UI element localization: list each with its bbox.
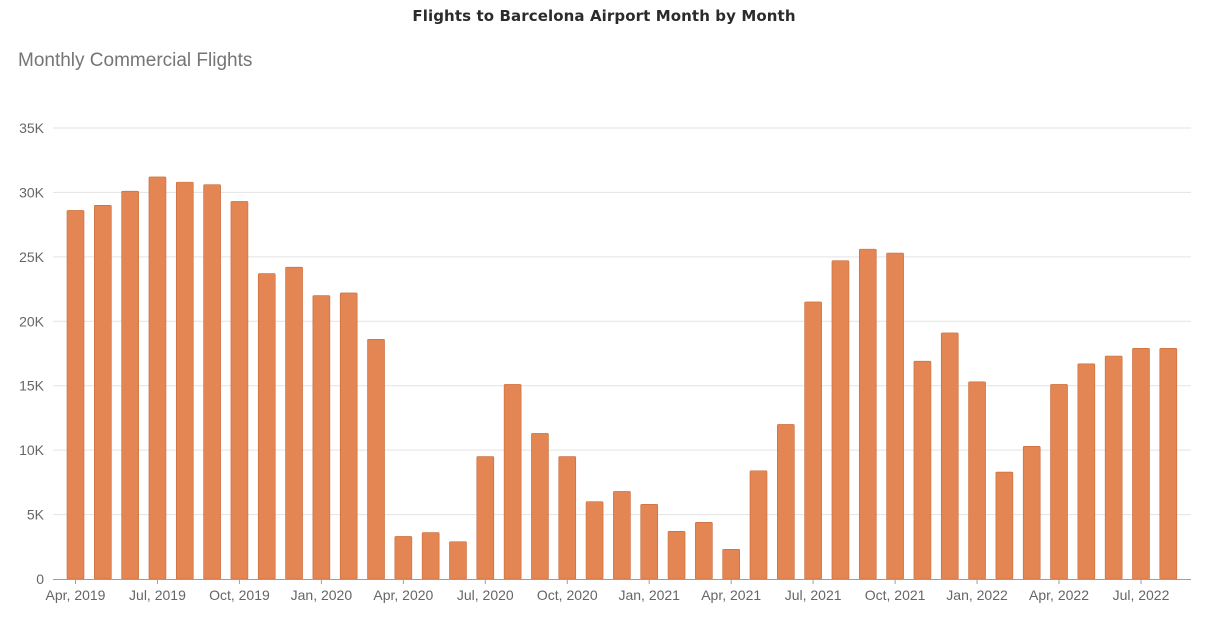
x-tick-label: Apr, 2021	[701, 587, 761, 603]
bar	[777, 424, 795, 580]
bar	[749, 470, 768, 580]
bar	[858, 248, 877, 580]
y-tick-label: 25K	[19, 249, 45, 265]
y-tick-label: 20K	[19, 313, 45, 329]
gridlines	[53, 127, 1191, 516]
x-tick-label: Oct, 2020	[537, 587, 598, 603]
bar	[1104, 355, 1123, 580]
y-tick-label: 0	[36, 571, 44, 587]
page-title: Flights to Barcelona Airport Month by Mo…	[412, 7, 796, 25]
bar	[531, 433, 549, 580]
x-tick-label: Oct, 2021	[865, 587, 926, 603]
bar	[1077, 363, 1096, 580]
bar	[1022, 445, 1041, 580]
bar	[449, 541, 467, 580]
x-tick-label: Jul, 2020	[457, 587, 514, 603]
y-tick-label: 35K	[19, 120, 45, 136]
bar	[722, 549, 740, 580]
chart-title: Monthly Commercial Flights	[18, 50, 253, 71]
bar	[804, 301, 822, 580]
bars	[66, 176, 1178, 580]
bar	[394, 536, 413, 580]
y-tick-label: 5K	[27, 507, 45, 523]
bar	[367, 339, 385, 580]
y-axis-ticks: 0 5K 10K 15K 20K 25K 30K 35K	[19, 120, 45, 587]
bar	[230, 201, 249, 580]
bar	[175, 181, 194, 580]
y-tick-label: 10K	[19, 442, 45, 458]
bar	[285, 266, 303, 580]
bar	[121, 190, 139, 580]
bar	[695, 521, 713, 580]
bar	[968, 381, 986, 580]
bar	[339, 292, 358, 580]
bar	[558, 456, 577, 580]
bar	[312, 295, 331, 580]
bar	[476, 456, 495, 580]
bar	[995, 471, 1014, 580]
x-tick-label: Jan, 2022	[946, 587, 1008, 603]
bar	[940, 332, 959, 580]
bar	[148, 176, 167, 580]
x-tick-label: Jul, 2022	[1113, 587, 1170, 603]
x-tick-label: Apr, 2022	[1029, 587, 1089, 603]
y-tick-label: 15K	[19, 378, 45, 394]
x-tick-label: Oct, 2019	[209, 587, 270, 603]
x-axis-ticks: Apr, 2019 Jul, 2019 Oct, 2019 Jan, 2020 Apr,…	[46, 579, 1170, 603]
bar	[585, 501, 604, 580]
bar	[667, 531, 686, 580]
bar	[1132, 348, 1150, 580]
bar	[640, 503, 659, 580]
x-tick-label: Jan, 2020	[291, 587, 353, 603]
bar	[831, 260, 850, 580]
x-tick-label: Jul, 2021	[785, 587, 842, 603]
bar	[886, 252, 904, 580]
bar	[257, 273, 276, 580]
x-tick-label: Jan, 2021	[618, 587, 680, 603]
bar	[203, 184, 221, 580]
bar	[1050, 384, 1068, 580]
bar	[503, 384, 522, 580]
bar	[421, 532, 440, 580]
bar	[613, 491, 631, 580]
y-tick-label: 30K	[19, 184, 45, 200]
x-tick-label: Apr, 2019	[46, 587, 106, 603]
bar	[1159, 348, 1178, 580]
x-tick-label: Jul, 2019	[129, 587, 186, 603]
bar	[94, 205, 112, 580]
bar	[66, 210, 85, 580]
bar	[913, 360, 932, 580]
x-tick-label: Apr, 2020	[373, 587, 433, 603]
